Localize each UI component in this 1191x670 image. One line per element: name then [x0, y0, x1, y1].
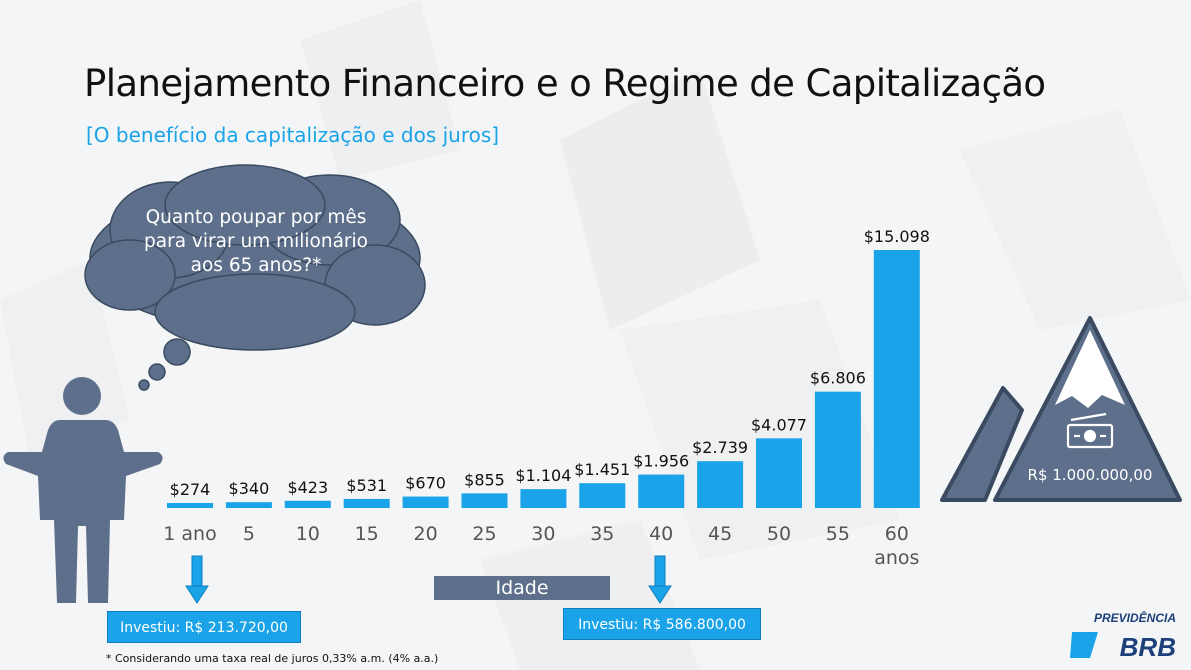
data-label-8: $1.956: [633, 452, 689, 471]
tick-label-7: 35: [590, 523, 614, 545]
tick-label-6: 30: [531, 523, 555, 545]
data-label-0: $274: [170, 480, 211, 499]
data-label-11: $6.806: [810, 369, 866, 388]
bar-3: [343, 498, 390, 508]
mountain-icon: [940, 316, 1182, 502]
bar-0: [167, 503, 213, 508]
data-label-2: $423: [287, 478, 328, 497]
footnote: * Considerando uma taxa real de juros 0,…: [106, 652, 439, 665]
investment-box-left: Investiu: R$ 213.720,00: [107, 611, 301, 643]
data-label-9: $2.739: [692, 438, 748, 457]
logo-top-text: PREVIDÊNCIA: [1094, 610, 1176, 625]
bar-6: [520, 489, 567, 508]
tick-label-0: 1 ano: [163, 523, 216, 545]
tick-label-5: 25: [472, 523, 496, 545]
data-label-5: $855: [464, 470, 505, 489]
data-label-3: $531: [346, 476, 387, 495]
brb-logo: PREVIDÊNCIA BRB: [1070, 610, 1176, 662]
investment-box-right: Investiu: R$ 586.800,00: [563, 608, 761, 640]
page-subtitle: [O benefício da capitalização e dos juro…: [86, 123, 500, 147]
logo-bottom-text: BRB: [1120, 632, 1176, 662]
bar-8: [638, 474, 685, 508]
bar-5: [461, 493, 508, 508]
tick-label-9: 45: [708, 523, 732, 545]
tick-label-3: 15: [355, 523, 379, 545]
data-label-1: $340: [229, 479, 270, 498]
bar-9: [697, 461, 744, 508]
data-label-10: $4.077: [751, 415, 807, 434]
money-icon: [1066, 412, 1114, 449]
data-label-12: $15.098: [864, 227, 930, 246]
mountain-snow: [1055, 330, 1125, 408]
thought-question: Quanto poupar por mês para virar um mili…: [144, 207, 368, 276]
person-icon: [3, 377, 163, 603]
data-label-7: $1.451: [574, 460, 630, 479]
arrow-down-icon-right: [648, 555, 672, 604]
thought-cloud-icon: [84, 164, 426, 391]
tick-label-8: 40: [649, 523, 673, 545]
bar-11: [814, 391, 861, 508]
bar-2: [284, 500, 331, 508]
page-title: Planejamento Financeiro e o Regime de Ca…: [84, 62, 1046, 105]
tick-label-4: 20: [414, 523, 438, 545]
tick-label-10: 50: [767, 523, 791, 545]
bar-12: [873, 250, 920, 508]
bar-10: [756, 438, 802, 508]
data-label-6: $1.104: [515, 466, 571, 485]
bar-4: [402, 496, 449, 508]
bar-1: [225, 502, 272, 508]
x-axis-title: Idade: [434, 576, 610, 600]
tick-label-1: 5: [243, 523, 255, 545]
tick-label-11: 55: [826, 523, 850, 545]
bar-7: [579, 483, 626, 508]
arrow-down-icon-left: [185, 555, 209, 604]
goal-amount: R$ 1.000.000,00: [1027, 466, 1153, 484]
data-label-4: $670: [405, 474, 446, 493]
tick-label-2: 10: [296, 523, 320, 545]
tick-label-12: 60 anos: [874, 523, 919, 569]
